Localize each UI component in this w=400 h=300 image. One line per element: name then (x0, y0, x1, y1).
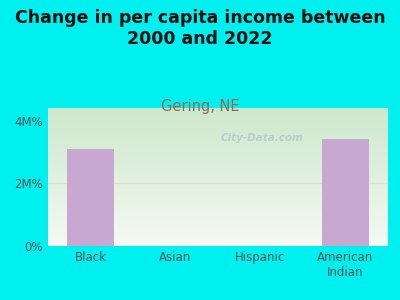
Text: Gering, NE: Gering, NE (161, 99, 239, 114)
Bar (67, 149, 114, 246)
Bar (322, 140, 369, 246)
Text: City-Data.com: City-Data.com (221, 134, 304, 143)
Text: Change in per capita income between
2000 and 2022: Change in per capita income between 2000… (15, 9, 385, 48)
